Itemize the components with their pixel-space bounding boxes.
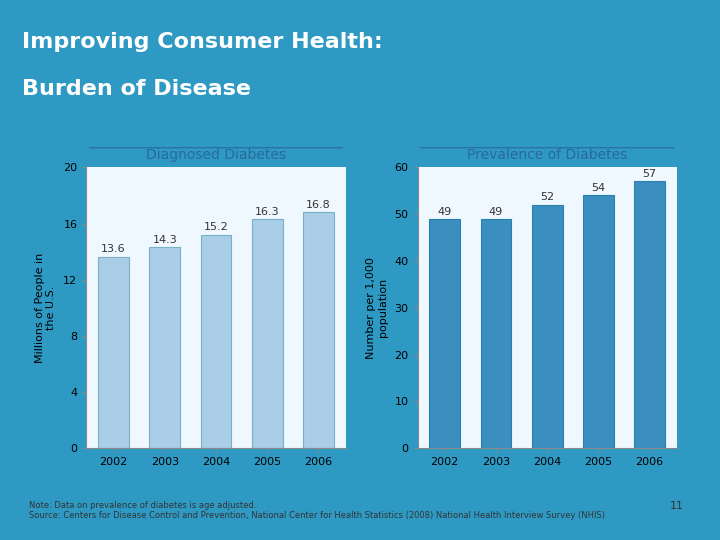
Bar: [303, 212, 334, 448]
Text: 11: 11: [670, 501, 684, 511]
Bar: [150, 247, 180, 448]
Text: 49: 49: [438, 206, 452, 217]
Text: 54: 54: [591, 183, 606, 193]
Y-axis label: Millions of People in
the U.S.: Millions of People in the U.S.: [35, 253, 56, 363]
Text: 49: 49: [489, 206, 503, 217]
Bar: [481, 219, 511, 448]
Text: 52: 52: [540, 192, 554, 202]
Bar: [201, 235, 231, 448]
Text: Burden of Disease: Burden of Disease: [22, 79, 251, 99]
Text: 13.6: 13.6: [102, 245, 126, 254]
Text: 15.2: 15.2: [204, 222, 228, 232]
Text: 16.8: 16.8: [306, 199, 330, 210]
Bar: [583, 195, 613, 448]
Text: Improving Consumer Health:: Improving Consumer Health:: [22, 31, 382, 52]
Bar: [532, 205, 562, 448]
Bar: [634, 181, 665, 448]
Title: Diagnosed Diabetes: Diagnosed Diabetes: [146, 148, 286, 162]
Y-axis label: Number per 1,000
population: Number per 1,000 population: [366, 257, 387, 359]
Text: 14.3: 14.3: [153, 234, 177, 245]
Title: Prevalence of Diabetes: Prevalence of Diabetes: [467, 148, 627, 162]
Text: Note: Data on prevalence of diabetes is age adjusted.
Source: Centers for Diseas: Note: Data on prevalence of diabetes is …: [29, 501, 605, 520]
Bar: [98, 257, 129, 448]
Bar: [429, 219, 460, 448]
Text: 57: 57: [642, 169, 657, 179]
Bar: [252, 219, 282, 448]
Text: 16.3: 16.3: [255, 206, 279, 217]
